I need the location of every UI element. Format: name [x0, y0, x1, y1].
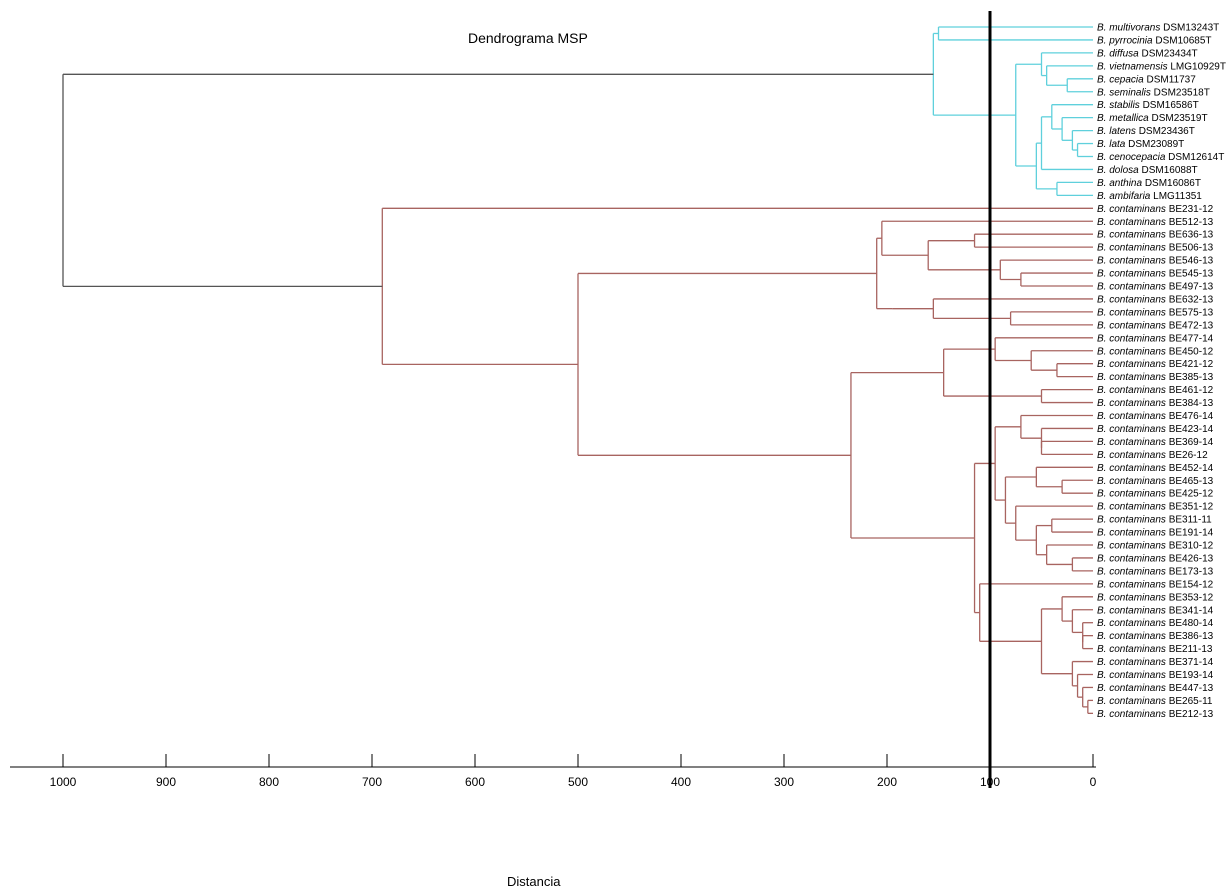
leaf-label: B. contaminans BE351-12 — [1097, 502, 1214, 513]
leaf-label: B. contaminans BE546-13 — [1097, 256, 1214, 267]
x-tick-label: 400 — [671, 775, 691, 789]
leaf-label: B. contaminans BE465-13 — [1097, 476, 1214, 487]
leaf-label: B. contaminans BE311-11 — [1097, 515, 1212, 526]
leaf-label: B. contaminans BE211-13 — [1097, 644, 1213, 655]
x-tick-label: 200 — [877, 775, 897, 789]
leaf-label: B. anthina DSM16086T — [1097, 178, 1201, 189]
leaf-label: B. contaminans BE423-14 — [1097, 424, 1214, 435]
leaf-label: B. contaminans BE480-14 — [1097, 618, 1214, 629]
leaf-label: B. pyrrocinia DSM10685T — [1097, 35, 1212, 46]
leaf-label: B. contaminans BE384-13 — [1097, 398, 1214, 409]
leaf-label: B. dolosa DSM16088T — [1097, 165, 1198, 176]
leaf-label: B. contaminans BE476-14 — [1097, 411, 1214, 422]
leaf-label: B. contaminans BE385-13 — [1097, 372, 1214, 383]
x-tick-label: 500 — [568, 775, 588, 789]
x-tick-label: 600 — [465, 775, 485, 789]
leaf-label: B. contaminans BE450-12 — [1097, 346, 1214, 357]
leaf-label: B. contaminans BE231-12 — [1097, 204, 1214, 215]
chart-title: Dendrograma MSP — [468, 30, 588, 46]
x-tick-label: 900 — [156, 775, 176, 789]
leaf-label: B. stabilis DSM16586T — [1097, 100, 1199, 111]
leaf-label: B. contaminans BE265-11 — [1097, 696, 1213, 707]
leaf-label: B. contaminans BE447-13 — [1097, 683, 1214, 694]
leaf-label: B. diffusa DSM23434T — [1097, 48, 1198, 59]
tree-branches — [62, 26, 1093, 714]
x-axis-ticks: 10009008007006005004003002001000 — [50, 754, 1097, 789]
leaf-label: B. contaminans BE26-12 — [1097, 450, 1208, 461]
leaf-label: B. cenocepacia DSM12614T — [1097, 152, 1224, 163]
leaf-label: B. multivorans DSM13243T — [1097, 23, 1219, 34]
leaf-label: B. contaminans BE461-12 — [1097, 385, 1214, 396]
leaf-label: B. contaminans BE371-14 — [1097, 657, 1214, 668]
leaf-label: B. contaminans BE545-13 — [1097, 269, 1214, 280]
leaf-label: B. contaminans BE369-14 — [1097, 437, 1214, 448]
leaf-label: B. contaminans BE512-13 — [1097, 217, 1214, 228]
x-tick-label: 300 — [774, 775, 794, 789]
leaf-label: B. metallica DSM23519T — [1097, 113, 1208, 124]
leaf-label: B. contaminans BE191-14 — [1097, 528, 1214, 539]
x-tick-label: 1000 — [50, 775, 77, 789]
leaf-label: B. seminalis DSM23518T — [1097, 87, 1210, 98]
leaf-label: B. contaminans BE421-12 — [1097, 359, 1214, 370]
leaf-label: B. contaminans BE636-13 — [1097, 230, 1214, 241]
x-axis-label: Distancia — [507, 874, 561, 889]
leaf-label: B. contaminans BE497-13 — [1097, 282, 1214, 293]
x-axis: 10009008007006005004003002001000 Distanc… — [10, 754, 1097, 889]
leaf-label: B. contaminans BE575-13 — [1097, 307, 1214, 318]
leaf-label: B. contaminans BE632-13 — [1097, 294, 1214, 305]
leaf-label: B. contaminans BE310-12 — [1097, 541, 1214, 552]
x-tick-label: 700 — [362, 775, 382, 789]
leaf-label: B. latens DSM23436T — [1097, 126, 1195, 137]
leaf-label: B. contaminans BE353-12 — [1097, 592, 1214, 603]
leaf-label: B. contaminans BE477-14 — [1097, 333, 1214, 344]
leaf-label: B. cepacia DSM11737 — [1097, 74, 1196, 85]
leaf-label: B. contaminans BE173-13 — [1097, 566, 1214, 577]
leaf-label: B. contaminans BE472-13 — [1097, 320, 1214, 331]
leaf-label: B. contaminans BE426-13 — [1097, 553, 1214, 564]
leaf-label: B. contaminans BE341-14 — [1097, 605, 1214, 616]
leaf-label: B. contaminans BE212-13 — [1097, 709, 1214, 720]
leaf-label: B. contaminans BE154-12 — [1097, 579, 1214, 590]
leaf-label: B. contaminans BE386-13 — [1097, 631, 1214, 642]
leaf-label: B. contaminans BE506-13 — [1097, 243, 1214, 254]
leaf-label: B. lata DSM23089T — [1097, 139, 1184, 150]
x-tick-label: 800 — [259, 775, 279, 789]
leaf-label: B. contaminans BE193-14 — [1097, 670, 1214, 681]
leaf-label: B. vietnamensis LMG10929T — [1097, 61, 1226, 72]
leaf-label: B. ambifaria LMG11351 — [1097, 191, 1202, 202]
x-tick-label: 0 — [1090, 775, 1097, 789]
leaf-label: B. contaminans BE452-14 — [1097, 463, 1214, 474]
leaf-label: B. contaminans BE425-12 — [1097, 489, 1214, 500]
